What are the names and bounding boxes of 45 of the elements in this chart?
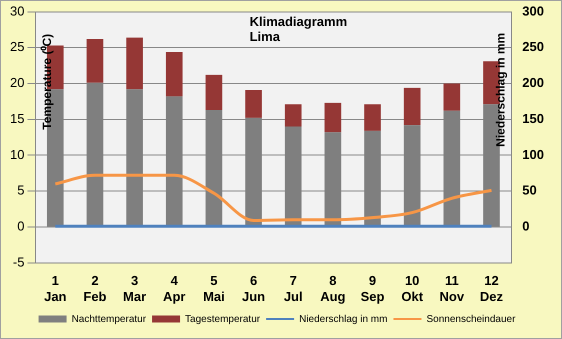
y-tick-label: 30 bbox=[10, 3, 24, 18]
y2-tick-label: 250 bbox=[522, 39, 544, 54]
x-tick-label: 1 Jan bbox=[44, 273, 67, 304]
legend-label: Niederschlag in mm bbox=[299, 314, 388, 325]
bar bbox=[324, 102, 342, 132]
y-tick-label: -5 bbox=[12, 254, 24, 270]
y2-tick-label: 100 bbox=[522, 146, 544, 162]
x-tick-label: 5 Mai bbox=[203, 273, 225, 304]
x-tick-label: 8 Aug bbox=[320, 273, 346, 304]
x-tick-label: 3 Mar bbox=[123, 273, 146, 304]
legend-label: Tagestemperatur bbox=[185, 314, 261, 325]
y-axis-title: Temperature (⁰C) bbox=[40, 34, 54, 130]
y-tick-label: 0 bbox=[17, 218, 24, 234]
y-tick-label: 15 bbox=[10, 110, 24, 126]
bar bbox=[86, 39, 104, 83]
y-tick-label: 20 bbox=[10, 75, 24, 90]
x-tick-label: 10 Okt bbox=[401, 273, 424, 304]
y2-axis-title: Niederschlag in mm bbox=[494, 32, 508, 147]
x-tick-label: 6 Jun bbox=[242, 273, 266, 304]
x-tick-label: 9 Sep bbox=[360, 273, 384, 304]
y2-tick-label: 0 bbox=[522, 218, 530, 234]
bar bbox=[364, 104, 381, 131]
bar bbox=[444, 84, 460, 111]
y2-tick-label: 150 bbox=[522, 110, 544, 126]
text: Klimadiagramm Lima bbox=[250, 14, 348, 44]
bar bbox=[166, 52, 183, 96]
x-tick-label: 7 Jul bbox=[284, 273, 303, 304]
line-series bbox=[54, 174, 493, 222]
y2-tick-label: 200 bbox=[522, 75, 544, 90]
bar bbox=[404, 88, 420, 126]
bar bbox=[126, 38, 143, 90]
y-tick-label: 10 bbox=[10, 146, 24, 162]
legend-label: Sonnenscheindauer bbox=[426, 314, 516, 325]
x-tick-label: 11 Nov bbox=[440, 273, 465, 304]
y-tick-label: 25 bbox=[10, 39, 24, 54]
x-tick-label: 12 Dez bbox=[480, 273, 504, 304]
y2-tick-label: 300 bbox=[522, 3, 544, 18]
y2-tick-label: 50 bbox=[522, 182, 537, 198]
legend-label: Nachttemperatur bbox=[72, 314, 147, 325]
bar bbox=[245, 90, 262, 118]
y-tick-label: 5 bbox=[17, 182, 24, 198]
bar bbox=[284, 104, 302, 127]
x-tick-label: 2 Feb bbox=[83, 273, 107, 304]
x-tick-label: 4 Apr bbox=[163, 273, 186, 304]
bar bbox=[206, 74, 222, 110]
